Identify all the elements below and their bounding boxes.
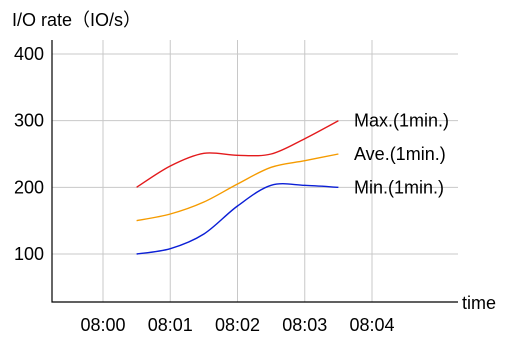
x-axis-label: time [462, 293, 496, 313]
x-tick-label: 08:03 [282, 315, 327, 335]
series-label: Ave.(1min.) [354, 144, 446, 164]
grid [52, 40, 458, 302]
series-label: Min.(1min.) [354, 177, 444, 197]
series-layer [136, 120, 339, 255]
x-tick-label: 08:04 [349, 315, 394, 335]
series-label: Max.(1min.) [354, 111, 449, 131]
x-tick-label: 08:00 [80, 315, 125, 335]
x-tick-label: 08:01 [148, 315, 193, 335]
series-line-min [136, 183, 339, 255]
y-tick-labels: 100 200 300 400 [14, 44, 44, 264]
y-tick-label: 300 [14, 111, 44, 131]
y-tick-label: 400 [14, 44, 44, 64]
series-line-max [136, 120, 339, 188]
x-tick-label: 08:02 [215, 315, 260, 335]
y-tick-label: 200 [14, 177, 44, 197]
y-axis-line [51, 40, 458, 303]
y-tick-label: 100 [14, 244, 44, 264]
series-line-ave [136, 153, 339, 222]
x-tick-labels: 08:00 08:01 08:02 08:03 08:04 [80, 315, 394, 335]
y-axis-label: I/O rate（IO/s） [12, 10, 141, 30]
series-labels: Max.(1min.) Ave.(1min.) Min.(1min.) [354, 111, 449, 198]
